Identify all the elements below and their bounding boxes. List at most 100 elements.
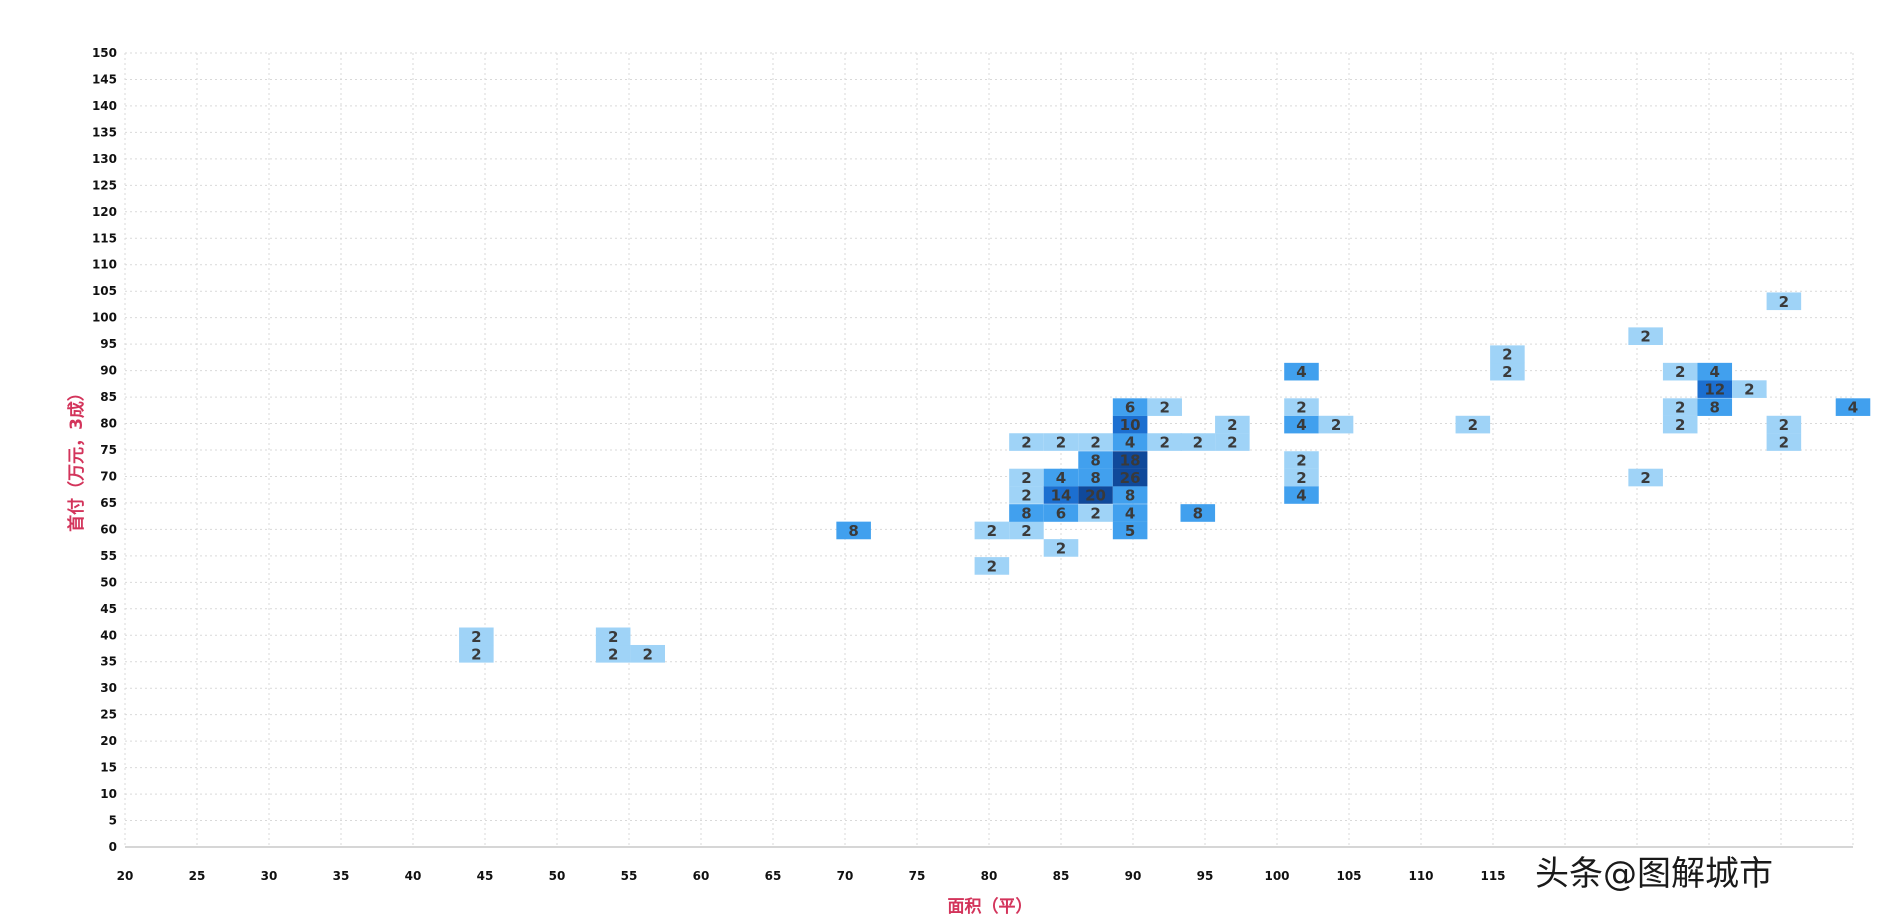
heatmap-cell-label: 5 bbox=[1125, 522, 1135, 540]
y-tick-label: 90 bbox=[100, 364, 117, 378]
x-tick-label: 45 bbox=[477, 869, 494, 883]
heatmap-cell-label: 4 bbox=[1848, 399, 1858, 417]
heatmap-cell-label: 8 bbox=[1090, 452, 1100, 470]
y-tick-label: 105 bbox=[92, 284, 117, 298]
heatmap-cell-label: 2 bbox=[1021, 522, 1031, 540]
heatmap-cell bbox=[1697, 398, 1733, 416]
heatmap-cell bbox=[1009, 468, 1044, 487]
heatmap-cell-label: 14 bbox=[1051, 486, 1072, 504]
heatmap-cell-label: 4 bbox=[1125, 504, 1135, 522]
heatmap-cell bbox=[1455, 415, 1491, 434]
heatmap-cell-label: 2 bbox=[1502, 363, 1512, 381]
heatmap-cell-label: 2 bbox=[1296, 469, 1306, 487]
heatmap-cell-label: 6 bbox=[1125, 399, 1135, 417]
x-tick-label: 55 bbox=[621, 869, 638, 883]
heatmap-cell-label: 8 bbox=[1193, 504, 1203, 522]
y-tick-label: 45 bbox=[100, 602, 117, 616]
heatmap-cell bbox=[1318, 415, 1354, 434]
y-tick-label: 20 bbox=[100, 734, 117, 748]
heatmap-cell bbox=[1732, 380, 1767, 398]
heatmap-cell bbox=[1662, 415, 1698, 434]
heatmap-cell-label: 2 bbox=[643, 645, 653, 663]
heatmap-cell bbox=[1766, 292, 1802, 311]
heatmap-cell-label: 8 bbox=[1021, 504, 1031, 522]
x-tick-label: 95 bbox=[1197, 869, 1214, 883]
x-tick-label: 25 bbox=[189, 869, 206, 883]
y-tick-label: 115 bbox=[92, 231, 117, 245]
x-tick-label: 80 bbox=[981, 869, 998, 883]
heatmap-cell bbox=[1662, 398, 1698, 416]
heatmap-cell-label: 2 bbox=[1090, 434, 1100, 452]
heatmap-cell bbox=[1043, 433, 1079, 451]
heatmap-cell bbox=[1147, 433, 1182, 451]
heatmap-cell bbox=[1284, 486, 1319, 504]
heatmap-cell bbox=[1766, 433, 1802, 451]
heatmap-cell bbox=[836, 521, 871, 540]
x-tick-label: 90 bbox=[1125, 869, 1142, 883]
heatmap-cell bbox=[1112, 415, 1148, 434]
heatmap-cell bbox=[1490, 362, 1525, 381]
heatmap-cell-label: 2 bbox=[471, 645, 481, 663]
heatmap-cell-label: 2 bbox=[1056, 539, 1066, 557]
y-tick-label: 70 bbox=[100, 469, 117, 483]
heatmap-cell-label: 2 bbox=[1021, 486, 1031, 504]
x-tick-label: 85 bbox=[1053, 869, 1070, 883]
heatmap-cell bbox=[1009, 433, 1044, 451]
heatmap-cell-label: 2 bbox=[1779, 434, 1789, 452]
heatmap-cell bbox=[595, 627, 631, 646]
heatmap-cell bbox=[1697, 380, 1733, 398]
heatmap-cell bbox=[1215, 433, 1250, 451]
heatmap-cell bbox=[1112, 468, 1148, 487]
heatmap-cell-label: 2 bbox=[1021, 434, 1031, 452]
heatmap-cell bbox=[459, 627, 494, 646]
heatmap-cell bbox=[1078, 451, 1113, 469]
y-tick-label: 130 bbox=[92, 152, 117, 166]
x-tick-label: 35 bbox=[333, 869, 350, 883]
heatmap-cell-label: 2 bbox=[1021, 469, 1031, 487]
heatmap-cell-label: 8 bbox=[1125, 486, 1135, 504]
heatmap-cell bbox=[595, 644, 631, 663]
x-tick-label: 65 bbox=[765, 869, 782, 883]
heatmap-cell-label: 4 bbox=[1125, 434, 1135, 452]
heatmap-cell bbox=[1078, 468, 1113, 487]
heatmap-cell-label: 2 bbox=[987, 557, 997, 575]
y-tick-label: 85 bbox=[100, 390, 117, 404]
heatmap-cell bbox=[1078, 504, 1113, 522]
heatmap-cell-label: 6 bbox=[1056, 504, 1066, 522]
y-tick-label: 120 bbox=[92, 205, 117, 219]
heatmap-cell-label: 2 bbox=[1296, 399, 1306, 417]
x-tick-label: 50 bbox=[549, 869, 566, 883]
heatmap-cell-label: 2 bbox=[1159, 434, 1169, 452]
heatmap-cell bbox=[1215, 415, 1250, 434]
heatmap-cell-label: 2 bbox=[1331, 416, 1341, 434]
heatmap-cell bbox=[1112, 504, 1148, 522]
heatmap-cell bbox=[1112, 451, 1148, 469]
heatmap-cell-label: 4 bbox=[1296, 363, 1306, 381]
heatmap-cell bbox=[1284, 468, 1319, 487]
y-tick-label: 75 bbox=[100, 443, 117, 457]
heatmap-cell bbox=[630, 644, 665, 663]
heatmap-cell bbox=[1043, 504, 1079, 522]
heatmap-cell bbox=[1078, 486, 1113, 504]
y-tick-label: 10 bbox=[100, 787, 117, 801]
heatmap-cell-label: 2 bbox=[1779, 416, 1789, 434]
y-tick-label: 80 bbox=[100, 417, 117, 431]
y-tick-label: 65 bbox=[100, 496, 117, 510]
heatmap-cell bbox=[1147, 398, 1182, 416]
heatmap-cell bbox=[1112, 433, 1148, 451]
heatmap-cell bbox=[1180, 433, 1216, 451]
heatmap-cell-label: 2 bbox=[1779, 293, 1789, 311]
heatmap-cell bbox=[1628, 468, 1663, 487]
heatmap-cell bbox=[1835, 398, 1871, 416]
heatmap-cell-label: 2 bbox=[1640, 469, 1650, 487]
x-tick-label: 100 bbox=[1264, 869, 1289, 883]
heatmap-cell-label: 18 bbox=[1120, 452, 1141, 470]
y-tick-label: 15 bbox=[100, 761, 117, 775]
x-tick-label: 20 bbox=[117, 869, 134, 883]
heatmap-cell bbox=[1662, 362, 1698, 381]
x-tick-label: 40 bbox=[405, 869, 422, 883]
y-tick-label: 125 bbox=[92, 178, 117, 192]
heatmap-cell-label: 20 bbox=[1085, 486, 1106, 504]
x-tick-label: 115 bbox=[1480, 869, 1505, 883]
